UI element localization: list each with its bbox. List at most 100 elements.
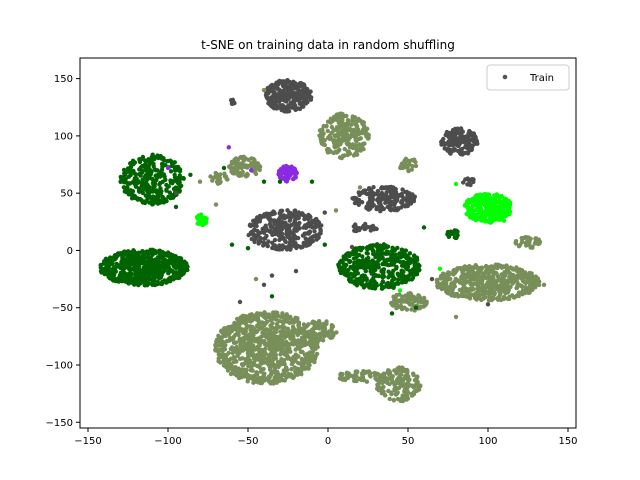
data-point [469,281,474,287]
data-point [247,375,252,380]
data-point [229,363,234,369]
data-point [293,319,298,324]
data-point [254,363,260,369]
data-point [317,337,322,342]
data-point [265,314,270,319]
data-point [368,194,373,199]
data-point [473,137,479,142]
data-point [401,279,406,285]
data-point [402,305,407,310]
data-point [292,170,298,176]
data-point [477,278,482,283]
data-point [301,361,306,366]
data-point [245,350,251,356]
data-point [142,280,148,285]
data-point [287,84,292,89]
data-point [275,369,280,375]
data-point [133,195,138,201]
data-point [273,317,279,322]
data-point [264,233,269,239]
data-point [376,257,381,262]
data-point [175,176,180,181]
data-point [305,240,311,246]
data-point [275,245,280,250]
data-point [226,325,231,330]
data-point [495,278,500,283]
data-point [479,297,484,303]
data-point [436,281,442,286]
data-point [106,263,111,268]
data-point [240,363,246,368]
data-point [368,228,373,233]
data-point [272,237,278,243]
data-point [483,207,489,212]
data-point [253,276,259,282]
data-point [429,276,435,282]
data-point [378,253,383,259]
data-point [381,285,387,290]
data-point [168,169,174,174]
data-point [528,282,534,287]
data-point [233,340,239,345]
data-point [125,184,130,190]
data-point [249,236,254,242]
data-point [413,159,418,165]
data-point [132,171,137,176]
data-point [499,272,504,277]
data-point [293,224,298,229]
data-point [314,237,319,242]
data-point [152,181,158,186]
data-point [257,324,263,329]
data-point [373,376,378,381]
data-point [253,171,259,177]
data-point [152,248,157,253]
data-point [134,259,140,264]
data-point [325,146,330,152]
data-point [281,216,287,221]
data-point [140,249,146,255]
data-point [492,207,497,212]
data-point [382,393,388,398]
data-point [170,179,176,184]
data-point [277,237,282,243]
data-point [322,329,327,334]
data-point [387,201,393,206]
data-point [153,257,158,262]
data-point [289,361,294,367]
data-point [197,179,203,184]
data-point [172,166,178,171]
data-point [392,297,397,303]
data-point [277,179,283,184]
data-point [127,260,132,266]
data-point [271,92,276,98]
data-point [475,283,480,289]
data-point [273,374,279,380]
data-point [516,293,521,299]
data-point [153,262,158,267]
data-point [173,204,179,210]
data-point [278,170,283,175]
data-point [381,267,387,272]
data-point [283,239,288,245]
data-point [398,299,404,305]
data-point [387,396,392,402]
data-point [322,210,327,215]
data-point [243,174,249,179]
data-point [519,283,524,288]
data-point [354,267,359,272]
data-point [166,261,172,266]
data-point [125,249,131,255]
data-point [464,279,470,285]
data-point [381,206,386,212]
data-point [393,392,399,397]
data-point [473,296,478,301]
data-point [241,330,246,336]
data-point [441,271,446,276]
data-point [280,220,286,226]
data-point [389,311,395,316]
data-point [169,257,175,263]
data-point [505,285,510,291]
data-point [128,172,133,178]
data-point [266,374,271,380]
